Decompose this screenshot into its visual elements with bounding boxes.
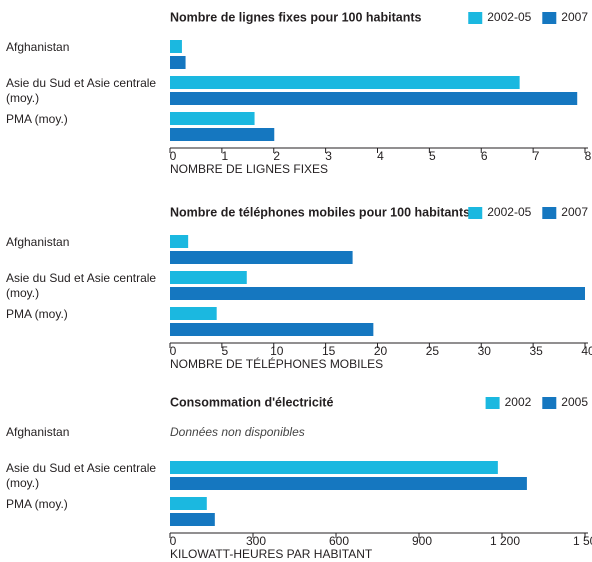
x-tick-label: 30 [478, 344, 492, 358]
legend-label: 2005 [561, 395, 588, 409]
x-tick-label: 8 [585, 149, 592, 163]
legend-swatch [542, 207, 557, 219]
x-tick-label: 5 [429, 149, 436, 163]
legend-swatch [468, 207, 483, 219]
category-label: Afghanistan [6, 40, 70, 54]
bar [170, 112, 255, 125]
x-tick-label: 35 [529, 344, 543, 358]
x-tick-label: 7 [533, 149, 540, 163]
x-axis-label: NOMBRE DE TÉLÉPHONES MOBILES [170, 356, 383, 371]
category-label: Asie du Sud et Asie centrale (moy.) [6, 76, 157, 105]
chart-title: Nombre de lignes fixes pour 100 habitant… [170, 10, 422, 24]
bar [170, 235, 189, 248]
legend-label: 2007 [561, 10, 588, 24]
bar [170, 56, 186, 69]
legend-swatch [468, 12, 483, 24]
x-tick-label: 300 [246, 534, 266, 548]
bar [170, 497, 207, 510]
x-tick-label: 0 [170, 534, 177, 548]
x-tick-label: 3 [325, 149, 332, 163]
x-tick-label: 1 [222, 149, 229, 163]
bar [170, 287, 585, 300]
category-label: Asie du Sud et Asie centrale (moy.) [6, 271, 157, 300]
x-tick-label: 15 [322, 344, 336, 358]
legend-swatch [485, 397, 500, 409]
x-tick-label: 1 200 [490, 534, 520, 548]
x-tick-label: 600 [329, 534, 349, 548]
legend-swatch [542, 397, 557, 409]
category-label: PMA (moy.) [6, 307, 68, 321]
category-label: PMA (moy.) [6, 497, 68, 511]
x-tick-label: 0 [170, 344, 177, 358]
x-tick-label: 25 [426, 344, 440, 358]
x-tick-label: 0 [170, 149, 177, 163]
category-label: Afghanistan [6, 425, 70, 439]
x-tick-label: 900 [412, 534, 432, 548]
x-tick-label: 10 [270, 344, 284, 358]
chart-title: Consommation d'électricité [170, 395, 333, 409]
legend-label: 2007 [561, 205, 588, 219]
bar [170, 513, 215, 526]
x-tick-label: 4 [377, 149, 384, 163]
bar [170, 92, 578, 105]
bar [170, 271, 247, 284]
category-label: Afghanistan [6, 235, 70, 249]
bar [170, 307, 217, 320]
legend-label: 2002-05 [487, 10, 531, 24]
note: Données non disponibles [170, 425, 305, 439]
bar [170, 76, 520, 89]
x-axis-label: NOMBRE DE LIGNES FIXES [170, 162, 328, 176]
category-label: Asie du Sud et Asie centrale (moy.) [6, 461, 157, 490]
category-label: PMA (moy.) [6, 112, 68, 126]
chart-title: Nombre de téléphones mobiles pour 100 ha… [170, 205, 470, 219]
legend-label: 2002 [505, 395, 532, 409]
x-tick-label: 6 [481, 149, 488, 163]
legend-label: 2002-05 [487, 205, 531, 219]
bar [170, 477, 527, 490]
legend-swatch [542, 12, 557, 24]
x-tick-label: 5 [222, 344, 229, 358]
bar [170, 251, 353, 264]
bar [170, 461, 498, 474]
x-tick-label: 20 [374, 344, 388, 358]
bar [170, 40, 182, 53]
bar [170, 323, 374, 336]
x-tick-label: 1 500 [573, 534, 592, 548]
x-tick-label: 2 [273, 149, 280, 163]
x-tick-label: 40 [581, 344, 592, 358]
x-axis-label: KILOWATT-HEURES PAR HABITANT [170, 547, 373, 561]
bar [170, 128, 275, 141]
